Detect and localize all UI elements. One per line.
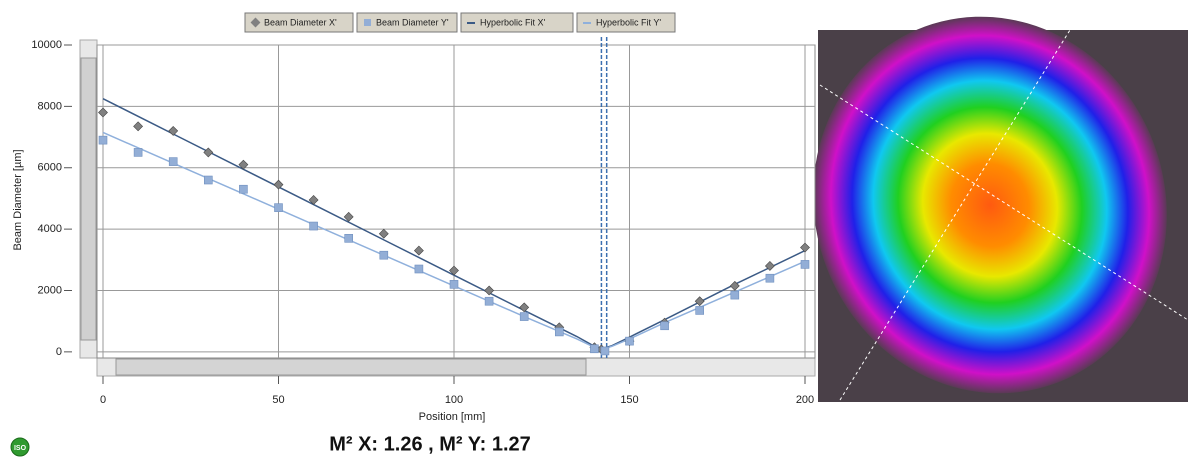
marker-square (601, 347, 609, 355)
x-tick-label: 50 (272, 394, 284, 406)
page: ISO M² X: 1.26 , M² Y: 1.27 Position [mm… (0, 0, 1188, 458)
marker-square (134, 148, 142, 156)
marker-square (555, 328, 563, 336)
iso-label: ISO (14, 445, 27, 452)
h-scroll-thumb[interactable] (116, 359, 586, 375)
marker-square (485, 297, 493, 305)
x-tick-label: 200 (796, 394, 814, 406)
marker-square (380, 251, 388, 259)
plot: 0 2000 4000 6000 8000 10000 0 50 100 150 200 (31, 37, 815, 406)
marker-square (661, 322, 669, 330)
marker-square (169, 158, 177, 166)
plot-area (97, 45, 815, 358)
marker-square (275, 204, 283, 212)
x-tick-label: 100 (445, 394, 463, 406)
marker-square (310, 222, 318, 230)
y-tick-label: 4000 (38, 223, 62, 235)
y-tick-label: 0 (56, 346, 62, 358)
marker-square (626, 337, 634, 345)
marker-square (696, 306, 704, 314)
marker-square (766, 274, 774, 282)
legend-label: Beam Diameter Y' (376, 17, 449, 27)
marker-square (204, 176, 212, 184)
marker-square (520, 313, 528, 321)
x-tick-label: 150 (620, 394, 638, 406)
marker-square (450, 280, 458, 288)
marker-square (590, 345, 598, 353)
marker-square (99, 136, 107, 144)
y-tick-label: 6000 (38, 162, 62, 174)
marker-square (415, 265, 423, 273)
marker-square (731, 291, 739, 299)
y-axis-label: Beam Diameter [µm] (12, 149, 24, 250)
x-axis-label: Position [mm] (419, 411, 486, 423)
legend-label: Beam Diameter X' (264, 17, 337, 27)
y-tick-label: 2000 (38, 284, 62, 296)
marker-square (345, 234, 353, 242)
screen: ISO M² X: 1.26 , M² Y: 1.27 Position [mm… (0, 0, 1188, 458)
marker-square (801, 260, 809, 268)
legend-icon (364, 19, 371, 26)
y-tick-label: 10000 (31, 39, 62, 51)
marker-square (239, 185, 247, 193)
result-text: M² X: 1.26 , M² Y: 1.27 (329, 433, 531, 455)
x-tick-label: 0 (100, 394, 106, 406)
y-tick-label: 8000 (38, 100, 62, 112)
legend-label: Hyperbolic Fit Y' (596, 17, 661, 27)
legend-label: Hyperbolic Fit X' (480, 17, 546, 27)
v-scroll-thumb[interactable] (81, 58, 96, 340)
